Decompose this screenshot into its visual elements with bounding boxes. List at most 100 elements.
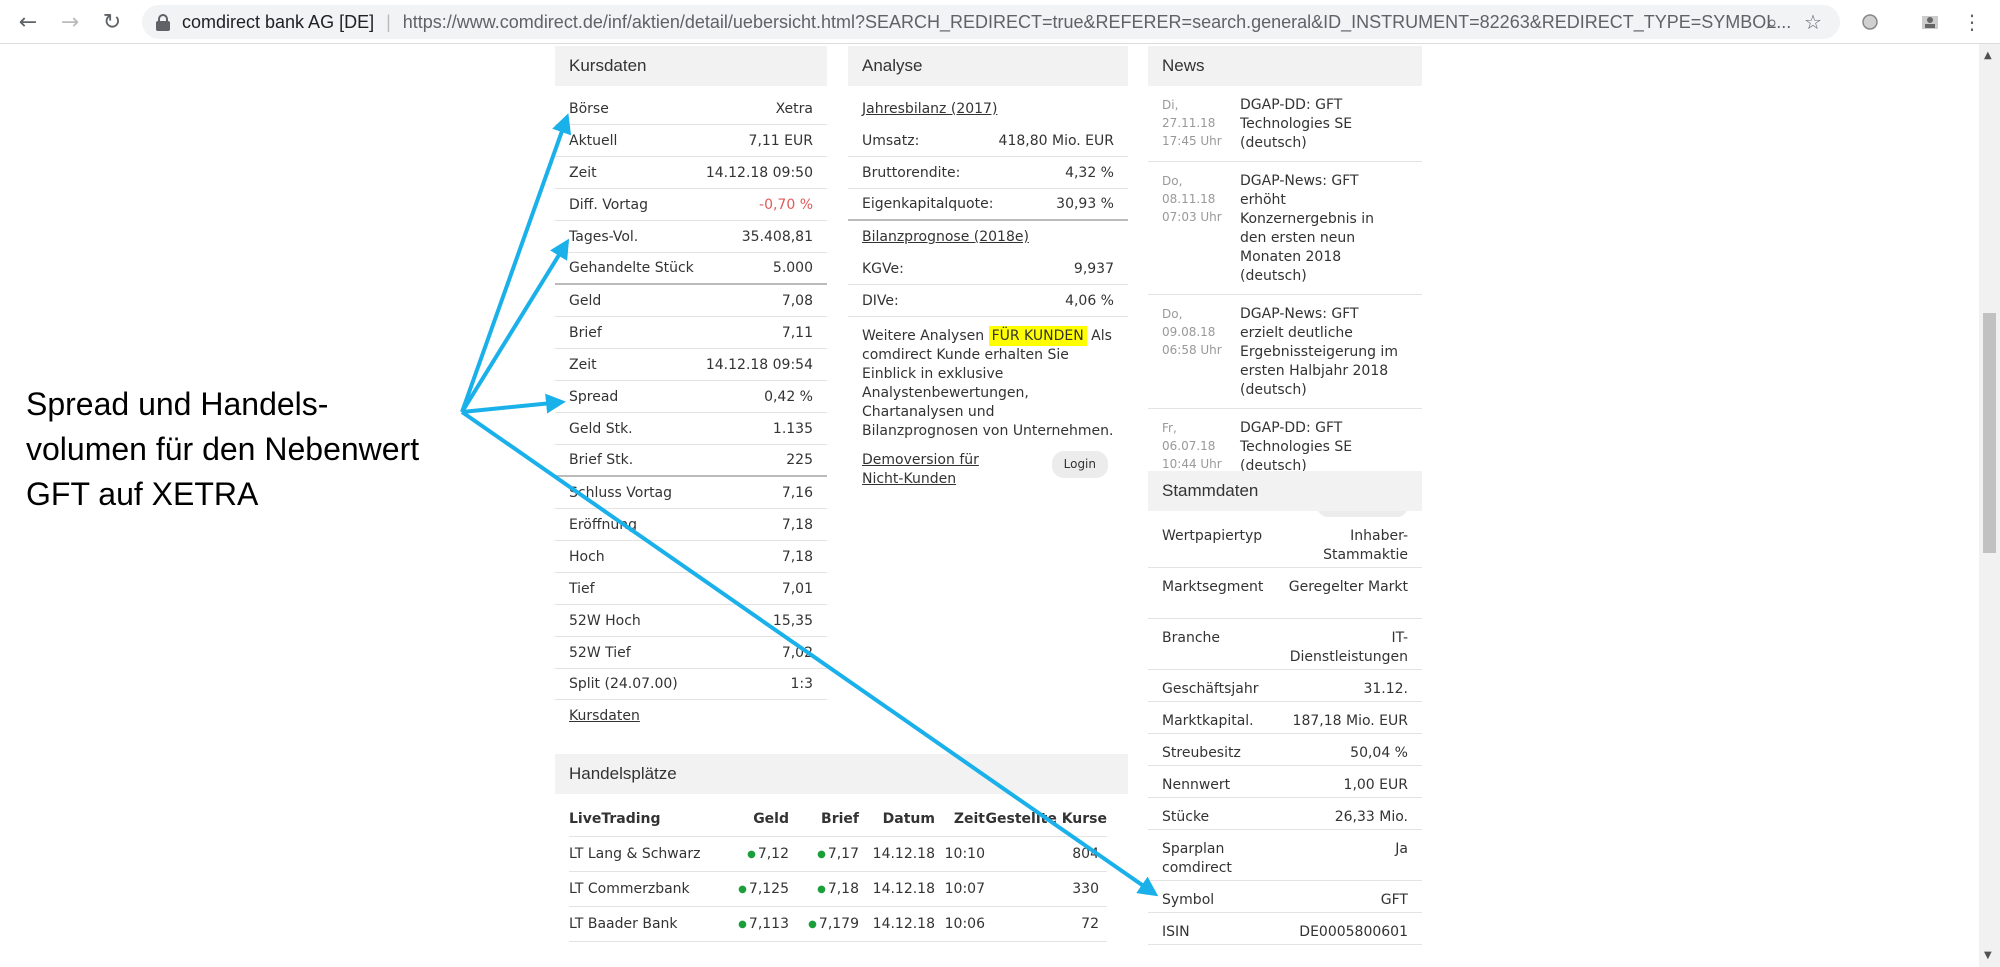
news-headline[interactable]: DGAP-DD: GFT Technologies SE (deutsch): [1240, 420, 1353, 474]
venue-name[interactable]: LT Lang & Schwarz: [569, 836, 727, 872]
row-value: 4,32 %: [1065, 164, 1114, 181]
bookmark-star-icon[interactable]: ☆: [1804, 10, 1822, 34]
data-row: Eröffnung 7,18: [555, 509, 827, 541]
col-datum[interactable]: Datum: [859, 802, 935, 837]
status-dot-icon: ●: [808, 919, 817, 930]
login-button[interactable]: Login: [1051, 451, 1108, 478]
kurse-cell: 330: [985, 871, 1107, 907]
news-item[interactable]: Do, 09.08.18 06:58 Uhr DGAP-News: GFT erzie…: [1148, 295, 1422, 409]
col-brief[interactable]: Brief: [789, 802, 859, 837]
row-label: Umsatz:: [862, 132, 920, 149]
row-label: Streubesitz: [1162, 745, 1241, 761]
analyse-panel: Analyse Jahresbilanz (2017) Umsatz: 418,8…: [848, 46, 1128, 489]
kursdaten-rows: Börse Xetra Aktuell 7,11 EUR Zeit 14.12.18 09…: [555, 93, 827, 700]
status-dot-icon: ●: [738, 919, 747, 930]
scroll-down-icon[interactable]: ▼: [1984, 950, 1992, 961]
row-label: Schluss Vortag: [569, 484, 673, 501]
row-value: 26,33 Mio.: [1334, 809, 1408, 825]
stammdaten-row: Nennwert 1,00 EUR: [1148, 766, 1422, 798]
col-livetrading[interactable]: LiveTrading: [569, 802, 727, 837]
stammdaten-row: Marktsegment Geregelter Markt: [1148, 568, 1422, 619]
data-row: Gehandelte Stück 5.000: [555, 253, 827, 285]
row-value: 7,18: [781, 516, 813, 533]
venue-name[interactable]: LT Baader Bank: [569, 906, 727, 942]
row-value: 14.12.18 09:54: [705, 356, 813, 373]
row-label: Sparplan comdirect: [1162, 841, 1232, 876]
row-label: Branche: [1162, 630, 1220, 646]
address-bar[interactable]: comdirect bank AG [DE] | https://www.com…: [142, 5, 1840, 39]
zoom-icon[interactable]: ⌕: [1766, 10, 1778, 34]
demoversion-link[interactable]: Demoversion für Nicht-Kunden: [862, 452, 979, 487]
scroll-up-icon[interactable]: ▲: [1984, 50, 1992, 61]
profile-icon[interactable]: [1916, 8, 1944, 36]
row-value: 4,06 %: [1065, 292, 1114, 309]
back-arrow-icon[interactable]: ←: [18, 9, 38, 35]
lock-icon[interactable]: [156, 14, 170, 31]
news-item[interactable]: Do, 08.11.18 07:03 Uhr DGAP-News: GFT erhöh…: [1148, 162, 1422, 295]
stammdaten-row: Streubesitz 50,04 %: [1148, 734, 1422, 766]
news-item[interactable]: Di, 27.11.18 17:45 Uhr DGAP-DD: GFT Technol…: [1148, 86, 1422, 162]
row-value: 50,04 %: [1350, 745, 1408, 761]
analyse-promo: Weitere Analysen FÜR KUNDEN Als comdirec…: [848, 317, 1128, 451]
stammdaten-row: Sparplan comdirect Ja: [1148, 830, 1422, 881]
row-value: 5.000: [772, 260, 813, 276]
handelsplaetze-panel: Handelsplätze LiveTrading Geld Brief Dat…: [555, 754, 1128, 942]
fuer-kunden-badge[interactable]: FÜR KUNDEN: [988, 326, 1087, 346]
row-label: Spread: [569, 388, 619, 405]
news-date: Do, 09.08.18 06:58 Uhr: [1162, 307, 1222, 357]
kursdaten-panel: Kursdaten Börse Xetra Aktuell 7,11 EUR Zeit 1…: [555, 46, 827, 732]
data-row: Aktuell 7,11 EUR: [555, 125, 827, 157]
data-row: KGVe: 9,937: [848, 253, 1128, 285]
row-label: Geschäftsjahr: [1162, 681, 1259, 697]
data-row: Umsatz: 418,80 Mio. EUR: [848, 125, 1128, 157]
col-zeit[interactable]: Zeit: [935, 802, 985, 837]
table-row[interactable]: LT Lang & Schwarz ● 7,12 ● 7,17 14.12.18 10:10…: [569, 836, 1107, 872]
brief-cell: ● 7,18: [789, 871, 859, 907]
table-row[interactable]: LT Commerzbank ● 7,125 ● 7,18 14.12.18 10:07 33…: [569, 871, 1107, 907]
stammdaten-row: Marktkapital. 187,18 Mio. EUR: [1148, 702, 1422, 734]
data-row: DIVe: 4,06 %: [848, 285, 1128, 317]
row-value: 1,00 EUR: [1343, 777, 1408, 793]
row-label: Symbol: [1162, 892, 1215, 908]
browser-toolbar: ← → ↻ comdirect bank AG [DE] | https://w…: [0, 0, 2000, 44]
reload-icon[interactable]: ↻: [102, 9, 122, 35]
row-label: Eigenkapitalquote:: [862, 196, 994, 212]
annotation-line-1: Spread und Handels-: [26, 386, 329, 422]
menu-dots-icon[interactable]: ⋮: [1962, 10, 1982, 34]
kursdaten-link[interactable]: Kursdaten: [569, 708, 640, 724]
data-row: Diff. Vortag -0,70 %: [555, 189, 827, 221]
row-value: GFT: [1380, 892, 1408, 908]
arrow-to-tages-vol: [460, 238, 570, 414]
data-row: Tief 7,01: [555, 573, 827, 605]
table-row[interactable]: LT Baader Bank ● 7,113 ● 7,179 14.12.18 10:06 7…: [569, 906, 1107, 942]
row-label: Split (24.07.00): [569, 676, 678, 692]
forward-arrow-icon[interactable]: →: [60, 9, 80, 35]
news-headline[interactable]: DGAP-News: GFT erhöht Konzernergebnis in…: [1240, 173, 1375, 284]
news-headline[interactable]: DGAP-News: GFT erzielt deutliche Ergebni…: [1240, 306, 1398, 398]
row-label: KGVe:: [862, 260, 904, 277]
site-identity: comdirect bank AG [DE]: [182, 11, 375, 32]
annotation-line-3: GFT auf XETRA: [26, 476, 259, 512]
data-row: Eigenkapitalquote: 30,93 %: [848, 189, 1128, 221]
status-dot-icon: ●: [817, 884, 826, 895]
row-value: 1.135: [772, 420, 813, 437]
row-value: 7,08: [781, 292, 813, 309]
news-list: Di, 27.11.18 17:45 Uhr DGAP-DD: GFT Technol…: [1148, 86, 1422, 485]
news-title: News: [1148, 46, 1422, 86]
arrow-to-spread: [461, 393, 566, 414]
col-gestellte-kurse[interactable]: Gestellte Kurse: [985, 802, 1107, 837]
row-value: 30,93 %: [1056, 196, 1114, 212]
kursdaten-title: Kursdaten: [555, 46, 827, 86]
page-scrollbar[interactable]: ▲ ▼: [1979, 44, 2000, 967]
geld-cell: ● 7,113: [727, 906, 789, 942]
extension-icon[interactable]: [1856, 8, 1884, 36]
jahresbilanz-link[interactable]: Jahresbilanz (2017): [862, 101, 998, 117]
col-geld[interactable]: Geld: [727, 802, 789, 837]
news-item[interactable]: Fr, 06.07.18 10:44 Uhr DGAP-DD: GFT Technol…: [1148, 409, 1422, 485]
row-value: 7,18: [781, 548, 813, 565]
venue-name[interactable]: LT Commerzbank: [569, 871, 727, 907]
scrollbar-thumb[interactable]: [1983, 313, 1996, 553]
news-headline[interactable]: DGAP-DD: GFT Technologies SE (deutsch): [1240, 97, 1353, 151]
row-label: Bruttorendite:: [862, 164, 961, 181]
bilanzprognose-link[interactable]: Bilanzprognose (2018e): [862, 229, 1029, 245]
